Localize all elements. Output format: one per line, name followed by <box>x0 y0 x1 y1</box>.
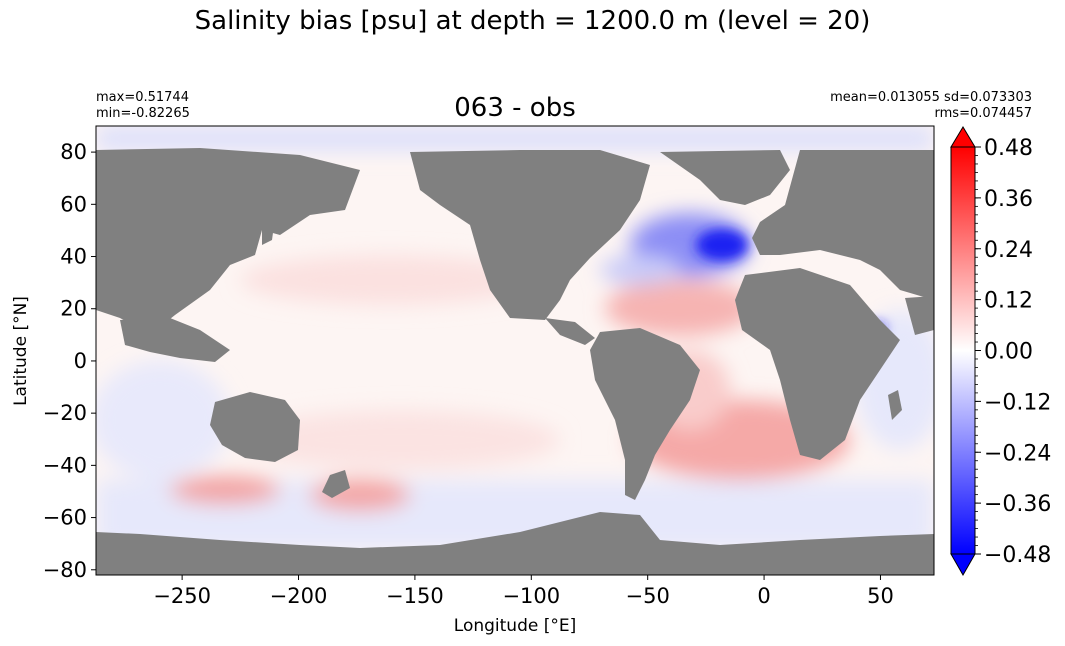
arabia <box>905 296 934 335</box>
y-tick-label: −60 <box>43 506 87 530</box>
x-axis-label: Longitude [°E] <box>454 616 576 636</box>
antarctica <box>96 512 934 575</box>
stat-min: min=-0.82265 <box>96 106 190 121</box>
x-tick-label: −150 <box>386 584 444 608</box>
colorbar-extend-min <box>950 553 976 577</box>
x-tick-label: −250 <box>153 584 211 608</box>
y-tick-label: 80 <box>60 140 87 164</box>
south-america <box>590 328 700 500</box>
y-tick-label: −20 <box>43 401 87 425</box>
stats-right: mean=0.013055 sd=0.073303 rms=0.074457 <box>830 90 1032 122</box>
new-zealand <box>322 470 350 498</box>
y-tick-label: −80 <box>43 558 87 582</box>
colorbar-tick-label: 0.48 <box>984 136 1033 161</box>
y-axis: 80 60 40 20 0 −20 −40 −60 −80 <box>43 140 96 582</box>
stat-mean-sd: mean=0.013055 sd=0.073303 <box>830 90 1032 105</box>
colorbar: 0.48 0.36 0.24 0.12 0.00 −0.12 −0.24 −0.36 −0.48 <box>950 126 1051 577</box>
africa <box>735 268 900 460</box>
axes-frame <box>95 125 935 576</box>
y-tick-label: 60 <box>60 192 87 216</box>
colorbar-tick-label: 0.24 <box>984 238 1033 263</box>
colorbar-tick-label: −0.12 <box>984 390 1051 415</box>
central-america <box>545 318 595 345</box>
stat-rms: rms=0.074457 <box>934 106 1032 121</box>
x-axis: −250 −200 −150 −100 −50 0 50 <box>153 575 894 608</box>
australia <box>210 392 300 462</box>
x-tick-label: 50 <box>867 584 894 608</box>
madagascar <box>888 390 902 420</box>
asia <box>96 148 360 335</box>
stats-left: max=0.51744 min=-0.82265 <box>96 90 190 122</box>
eurasia-east <box>752 150 934 300</box>
japan <box>262 218 275 245</box>
x-tick-label: −200 <box>270 584 328 608</box>
colorbar-tick-label: 0.36 <box>984 187 1033 212</box>
x-tick-label: −100 <box>502 584 560 608</box>
x-tick-label: 0 <box>757 584 770 608</box>
colorbar-tick-label: −0.48 <box>984 543 1051 568</box>
colorbar-tick-label: −0.36 <box>984 492 1051 517</box>
colorbar-tick-label: 0.00 <box>984 340 1033 365</box>
colorbar-tick-label: −0.24 <box>984 441 1051 466</box>
maritime-continent <box>120 318 230 362</box>
north-america <box>410 150 650 320</box>
stat-max: max=0.51744 <box>96 90 189 105</box>
greenland <box>660 150 790 205</box>
figure-title: Salinity bias [psu] at depth = 1200.0 m … <box>194 6 871 36</box>
y-tick-label: 20 <box>60 297 87 321</box>
y-tick-label: −40 <box>43 453 87 477</box>
y-tick-label: 0 <box>74 349 87 373</box>
colorbar-gradient <box>950 146 976 555</box>
y-tick-label: 40 <box>60 245 87 269</box>
colorbar-ticks: 0.48 0.36 0.24 0.12 0.00 −0.12 −0.24 −0.36 −0.48 <box>975 136 1051 568</box>
y-axis-label: Latitude [°N] <box>11 296 31 406</box>
map-field <box>96 126 934 575</box>
x-tick-label: −50 <box>626 584 670 608</box>
colorbar-tick-label: 0.12 <box>984 289 1033 314</box>
colorbar-extend-max <box>950 126 976 148</box>
land-mask <box>96 148 934 575</box>
axes-title: 063 - obs <box>454 93 576 123</box>
